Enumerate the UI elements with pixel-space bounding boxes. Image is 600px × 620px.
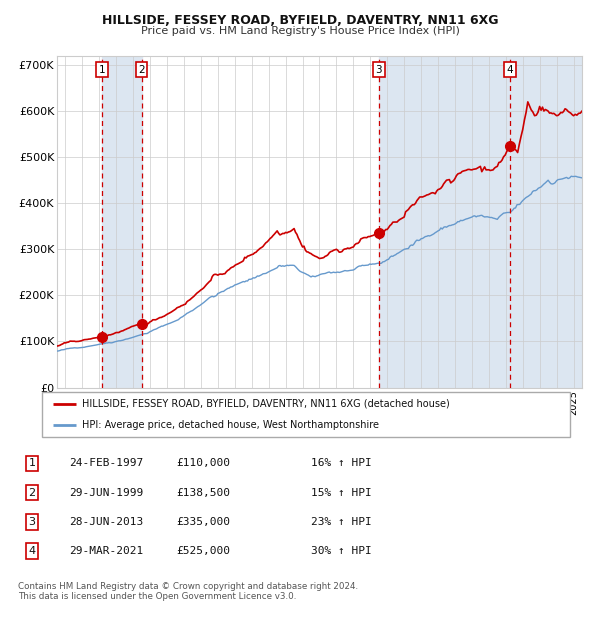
Text: 29-MAR-2021: 29-MAR-2021 xyxy=(69,546,143,556)
Text: 2: 2 xyxy=(138,64,145,74)
Text: 23% ↑ HPI: 23% ↑ HPI xyxy=(311,517,372,527)
Text: £525,000: £525,000 xyxy=(176,546,230,556)
Bar xyxy=(510,56,582,388)
Text: HILLSIDE, FESSEY ROAD, BYFIELD, DAVENTRY, NN11 6XG: HILLSIDE, FESSEY ROAD, BYFIELD, DAVENTRY… xyxy=(102,14,498,27)
Text: HILLSIDE, FESSEY ROAD, BYFIELD, DAVENTRY, NN11 6XG (detached house): HILLSIDE, FESSEY ROAD, BYFIELD, DAVENTRY… xyxy=(82,399,449,409)
Text: 3: 3 xyxy=(29,517,35,527)
Text: 30% ↑ HPI: 30% ↑ HPI xyxy=(311,546,372,556)
Text: 29-JUN-1999: 29-JUN-1999 xyxy=(69,487,143,498)
Text: £138,500: £138,500 xyxy=(176,487,230,498)
Text: £335,000: £335,000 xyxy=(176,517,230,527)
Text: 1: 1 xyxy=(98,64,105,74)
Text: HPI: Average price, detached house, West Northamptonshire: HPI: Average price, detached house, West… xyxy=(82,420,379,430)
Text: 28-JUN-2013: 28-JUN-2013 xyxy=(69,517,143,527)
Text: 4: 4 xyxy=(29,546,35,556)
Text: 2: 2 xyxy=(29,487,35,498)
Bar xyxy=(102,56,142,388)
Text: 16% ↑ HPI: 16% ↑ HPI xyxy=(311,458,372,468)
Text: 4: 4 xyxy=(506,64,513,74)
Text: Contains HM Land Registry data © Crown copyright and database right 2024.
This d: Contains HM Land Registry data © Crown c… xyxy=(18,582,358,601)
FancyBboxPatch shape xyxy=(42,392,570,437)
Text: 1: 1 xyxy=(29,458,35,468)
Text: 3: 3 xyxy=(375,64,382,74)
Text: 24-FEB-1997: 24-FEB-1997 xyxy=(69,458,143,468)
Bar xyxy=(379,56,510,388)
Text: 15% ↑ HPI: 15% ↑ HPI xyxy=(311,487,372,498)
Text: Price paid vs. HM Land Registry's House Price Index (HPI): Price paid vs. HM Land Registry's House … xyxy=(140,26,460,36)
Text: £110,000: £110,000 xyxy=(176,458,230,468)
